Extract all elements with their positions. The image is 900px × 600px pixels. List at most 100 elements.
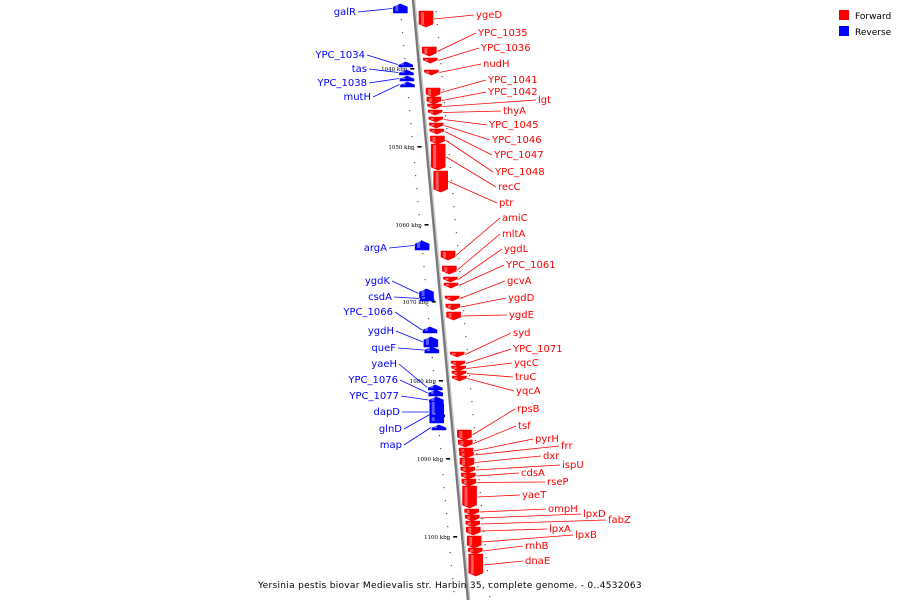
reverse-gene-label[interactable]: ygdK bbox=[365, 276, 391, 287]
forward-gene-label[interactable]: pyrH bbox=[535, 434, 559, 445]
forward-gene-feature[interactable] bbox=[428, 116, 444, 123]
reverse-gene-label[interactable]: galR bbox=[334, 7, 356, 18]
forward-gene-feature[interactable] bbox=[465, 520, 481, 528]
forward-gene-label[interactable]: lpxA bbox=[549, 524, 571, 535]
reverse-gene-feature[interactable] bbox=[429, 400, 445, 424]
forward-gene-feature[interactable] bbox=[440, 250, 456, 261]
forward-gene-feature[interactable] bbox=[467, 547, 483, 555]
reverse-gene-label[interactable]: tas bbox=[352, 64, 367, 75]
forward-gene-feature[interactable] bbox=[459, 451, 474, 459]
forward-gene-label[interactable]: gcvA bbox=[507, 276, 532, 287]
reverse-gene-label[interactable]: YPC_1034 bbox=[314, 50, 365, 61]
reverse-gene-label[interactable]: map bbox=[380, 440, 402, 451]
reverse-gene-feature[interactable] bbox=[428, 389, 444, 397]
reverse-gene-feature[interactable] bbox=[431, 424, 447, 431]
forward-gene-label[interactable]: lgt bbox=[538, 95, 551, 106]
forward-gene-label[interactable]: dnaE bbox=[525, 556, 550, 567]
forward-gene-label[interactable]: fabZ bbox=[608, 515, 631, 526]
forward-gene-feature[interactable] bbox=[459, 457, 475, 468]
forward-gene-label[interactable]: ispU bbox=[562, 460, 584, 471]
forward-gene-label[interactable]: ygeD bbox=[476, 10, 502, 21]
forward-gene-label[interactable]: YPC_1047 bbox=[493, 150, 544, 161]
forward-gene-label[interactable]: ompH bbox=[548, 504, 578, 515]
reverse-gene-label[interactable]: YPC_1038 bbox=[316, 78, 367, 89]
forward-gene-label[interactable]: mltA bbox=[502, 229, 525, 240]
forward-gene-label[interactable]: rnhB bbox=[525, 541, 549, 552]
forward-gene-feature[interactable] bbox=[428, 122, 444, 129]
forward-gene-feature[interactable] bbox=[446, 311, 461, 321]
reverse-gene-feature[interactable] bbox=[400, 81, 415, 88]
forward-gene-label[interactable]: ygdD bbox=[508, 293, 535, 304]
forward-gene-label[interactable]: truC bbox=[515, 372, 536, 383]
forward-gene-feature[interactable] bbox=[443, 282, 459, 289]
reverse-gene-label[interactable]: mutH bbox=[343, 92, 371, 103]
reverse-gene-feature[interactable] bbox=[430, 411, 446, 418]
forward-gene-feature[interactable] bbox=[468, 553, 484, 577]
forward-gene-label[interactable]: tsf bbox=[518, 421, 531, 432]
reverse-gene-feature[interactable] bbox=[427, 384, 443, 391]
forward-gene-feature[interactable] bbox=[466, 535, 482, 549]
forward-gene-label[interactable]: lpxD bbox=[583, 509, 606, 520]
forward-gene-feature[interactable] bbox=[452, 375, 467, 382]
forward-gene-label[interactable]: YPC_1036 bbox=[480, 43, 531, 54]
forward-gene-feature[interactable] bbox=[464, 508, 479, 516]
forward-gene-feature[interactable] bbox=[445, 303, 461, 311]
forward-gene-feature[interactable] bbox=[418, 10, 434, 28]
forward-gene-label[interactable]: dxr bbox=[543, 451, 560, 462]
reverse-gene-label[interactable]: ygdH bbox=[368, 326, 394, 337]
forward-gene-label[interactable]: YPC_1048 bbox=[494, 167, 545, 178]
forward-gene-feature[interactable] bbox=[461, 478, 477, 487]
reverse-gene-feature[interactable] bbox=[419, 288, 434, 299]
forward-gene-label[interactable]: YPC_1071 bbox=[512, 344, 563, 355]
forward-gene-feature[interactable] bbox=[433, 170, 448, 193]
forward-gene-feature[interactable] bbox=[427, 109, 443, 116]
reverse-gene-label[interactable]: YPC_1076 bbox=[347, 375, 398, 386]
reverse-gene-label[interactable]: glnD bbox=[379, 424, 402, 435]
reverse-gene-label[interactable]: YPC_1066 bbox=[342, 307, 393, 318]
forward-gene-feature[interactable] bbox=[466, 526, 481, 536]
forward-gene-label[interactable]: YPC_1046 bbox=[491, 135, 542, 146]
forward-gene-label[interactable]: lpxB bbox=[575, 530, 597, 541]
forward-gene-label[interactable]: syd bbox=[513, 328, 530, 339]
forward-gene-feature[interactable] bbox=[457, 429, 472, 441]
forward-gene-label[interactable]: rpsB bbox=[517, 404, 540, 415]
forward-gene-label[interactable]: YPC_1061 bbox=[505, 260, 556, 271]
reverse-gene-feature[interactable] bbox=[429, 396, 444, 404]
forward-gene-label[interactable]: YPC_1035 bbox=[477, 28, 528, 39]
reverse-gene-feature[interactable] bbox=[393, 3, 408, 14]
forward-gene-feature[interactable] bbox=[422, 46, 437, 57]
forward-gene-feature[interactable] bbox=[430, 135, 445, 145]
reverse-gene-feature[interactable] bbox=[414, 240, 430, 251]
reverse-gene-feature[interactable] bbox=[422, 326, 438, 334]
forward-gene-feature[interactable] bbox=[426, 96, 442, 105]
forward-gene-feature[interactable] bbox=[430, 143, 446, 171]
reverse-gene-feature[interactable] bbox=[419, 295, 435, 302]
reverse-gene-feature[interactable] bbox=[398, 61, 413, 68]
reverse-gene-label[interactable]: yaeH bbox=[371, 359, 397, 370]
forward-gene-label[interactable]: rseP bbox=[547, 477, 569, 488]
forward-gene-feature[interactable] bbox=[449, 351, 465, 358]
forward-gene-label[interactable]: ptr bbox=[499, 198, 514, 209]
forward-gene-label[interactable]: yqcA bbox=[516, 386, 541, 397]
forward-gene-feature[interactable] bbox=[462, 485, 477, 509]
forward-gene-label[interactable]: thyA bbox=[503, 106, 526, 117]
forward-gene-feature[interactable] bbox=[451, 365, 466, 372]
forward-gene-feature[interactable] bbox=[460, 466, 476, 474]
forward-gene-feature[interactable] bbox=[451, 370, 467, 377]
reverse-gene-label[interactable]: YPC_1077 bbox=[348, 391, 399, 402]
forward-gene-label[interactable]: nudH bbox=[483, 59, 510, 70]
forward-gene-feature[interactable] bbox=[424, 69, 439, 76]
forward-gene-feature[interactable] bbox=[464, 514, 480, 522]
forward-gene-feature[interactable] bbox=[443, 276, 458, 283]
forward-gene-label[interactable]: cdsA bbox=[521, 468, 545, 479]
forward-gene-feature[interactable] bbox=[429, 128, 445, 135]
reverse-gene-label[interactable]: csdA bbox=[368, 292, 392, 303]
forward-gene-feature[interactable] bbox=[442, 265, 457, 275]
forward-gene-feature[interactable] bbox=[427, 103, 442, 110]
forward-gene-label[interactable]: ygdL bbox=[504, 244, 529, 255]
forward-gene-feature[interactable] bbox=[425, 87, 441, 98]
forward-gene-label[interactable]: ygdE bbox=[509, 310, 534, 321]
reverse-gene-label[interactable]: queF bbox=[371, 343, 396, 354]
forward-gene-feature[interactable] bbox=[458, 439, 473, 448]
forward-gene-label[interactable]: amiC bbox=[502, 213, 528, 224]
